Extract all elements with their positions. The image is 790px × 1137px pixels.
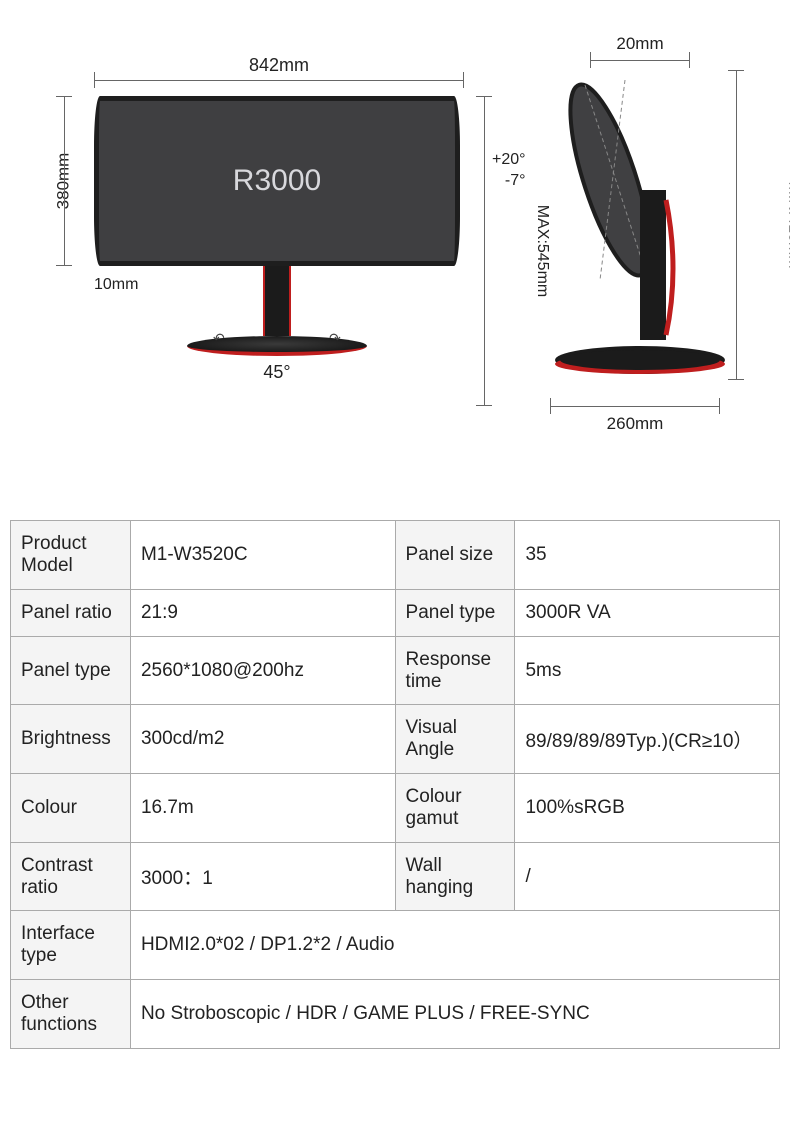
spec-label: Response time: [395, 636, 515, 705]
table-row: Colour 16.7m Colour gamut 100%sRGB: [11, 774, 780, 843]
dim-min-height: MIN:418mm: [730, 70, 760, 380]
spec-table: Product Model M1-W3520C Panel size 35 Pa…: [10, 520, 780, 1049]
dim-base-depth-label: 260mm: [550, 414, 720, 434]
page: 842mm 380mm R3000 MAX:545mm 10mm: [0, 0, 790, 1069]
dimension-diagram: 842mm 380mm R3000 MAX:545mm 10mm: [10, 20, 780, 480]
dim-width-label: 842mm: [94, 55, 464, 76]
monitor-stand-front: ↶ ↶ 45°: [94, 266, 460, 383]
table-row: Brightness 300cd/m2 Visual Angle 89/89/8…: [11, 705, 780, 774]
table-row: Panel type 2560*1080@200hz Response time…: [11, 636, 780, 705]
spec-label: Brightness: [11, 705, 131, 774]
dim-max-height: MAX:545mm: [478, 96, 508, 406]
monitor-screen-front: R3000: [94, 96, 460, 266]
spec-label: Other functions: [11, 980, 131, 1049]
spec-label: Visual Angle: [395, 705, 515, 774]
spec-value: 100%sRGB: [515, 774, 780, 843]
spec-value: 3000R VA: [515, 589, 780, 636]
spec-value: 21:9: [130, 589, 395, 636]
spec-table-body: Product Model M1-W3520C Panel size 35 Pa…: [11, 521, 780, 1049]
tilt-up-label: +20°: [492, 150, 526, 171]
spec-value: No Stroboscopic / HDR / GAME PLUS / FREE…: [130, 980, 779, 1049]
side-view: 20mm +20° -7°: [510, 30, 780, 436]
table-row: Other functions No Stroboscopic / HDR / …: [11, 980, 780, 1049]
spec-value: 2560*1080@200hz: [130, 636, 395, 705]
spec-value: M1-W3520C: [130, 521, 395, 590]
swivel-arrow-right-icon: ↶: [329, 330, 341, 347]
dim-depth-top: 20mm: [590, 30, 690, 70]
spec-label: Wall hanging: [395, 842, 515, 911]
dim-depth-top-label: 20mm: [590, 34, 690, 54]
curvature-text: R3000: [233, 164, 321, 198]
dim-width: 842mm: [94, 50, 464, 90]
table-row: Interface type HDMI2.0*02 / DP1.2*2 / Au…: [11, 911, 780, 980]
tilt-angles: +20° -7°: [492, 150, 526, 192]
dim-height: 380mm: [40, 96, 80, 266]
spec-label: Product Model: [11, 521, 131, 590]
spec-label: Colour: [11, 774, 131, 843]
spec-value: 89/89/89/89Typ.)(CR≥10）: [515, 705, 780, 774]
table-row: Contrast ratio 3000：1 Wall hanging /: [11, 842, 780, 911]
tilt-down-label: -7°: [492, 171, 526, 192]
dim-min-height-label: MIN:418mm: [785, 181, 790, 268]
spec-value: /: [515, 842, 780, 911]
spec-label: Panel type: [11, 636, 131, 705]
spec-value: 300cd/m2: [130, 705, 395, 774]
monitor-side-icon: [530, 70, 730, 390]
swivel-arrow-left-icon: ↶: [213, 330, 225, 347]
spec-value: 5ms: [515, 636, 780, 705]
table-row: Panel ratio 21:9 Panel type 3000R VA: [11, 589, 780, 636]
dim-base-depth: 260mm: [550, 396, 720, 436]
spec-value: 35: [515, 521, 780, 590]
spec-label: Interface type: [11, 911, 131, 980]
spec-value: 3000：1: [130, 842, 395, 911]
spec-label: Colour gamut: [395, 774, 515, 843]
spec-label: Panel type: [395, 589, 515, 636]
spec-value: HDMI2.0*02 / DP1.2*2 / Audio: [130, 911, 779, 980]
spec-label: Panel ratio: [11, 589, 131, 636]
table-row: Product Model M1-W3520C Panel size 35: [11, 521, 780, 590]
swivel-angle-label: 45°: [94, 362, 460, 383]
front-view: 842mm 380mm R3000 MAX:545mm 10mm: [40, 50, 480, 383]
spec-label: Panel size: [395, 521, 515, 590]
spec-value: 16.7m: [130, 774, 395, 843]
spec-label: Contrast ratio: [11, 842, 131, 911]
